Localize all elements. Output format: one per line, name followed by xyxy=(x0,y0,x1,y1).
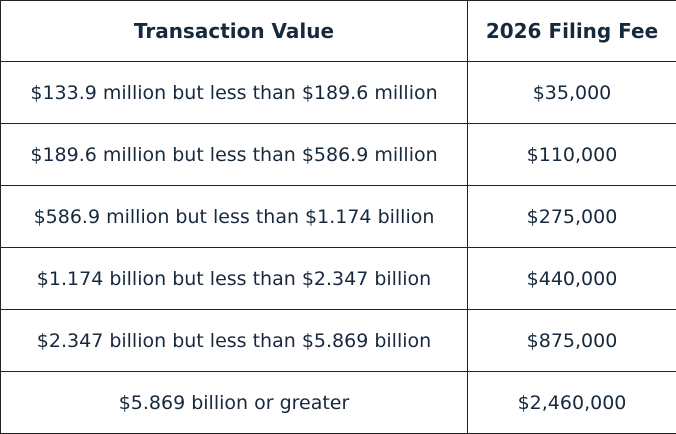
transaction-value: $1.174 billion but less than $2.347 bill… xyxy=(0,247,468,310)
table-row: $189.6 million but less than $586.9 mill… xyxy=(0,123,676,186)
filing-fee: $2,460,000 xyxy=(467,371,676,434)
transaction-value: $2.347 billion but less than $5.869 bill… xyxy=(0,309,468,372)
filing-fee: $110,000 xyxy=(467,123,676,186)
table-row: $1.174 billion but less than $2.347 bill… xyxy=(0,247,676,310)
table-row: $2.347 billion but less than $5.869 bill… xyxy=(0,309,676,372)
table-row: $133.9 million but less than $189.6 mill… xyxy=(0,61,676,124)
table-row: $586.9 million but less than $1.174 bill… xyxy=(0,185,676,248)
transaction-value: $133.9 million but less than $189.6 mill… xyxy=(0,61,468,124)
filing-fee: $440,000 xyxy=(467,247,676,310)
table-row: $5.869 billion or greater $2,460,000 xyxy=(0,371,676,434)
transaction-value: $5.869 billion or greater xyxy=(0,371,468,434)
transaction-value: $586.9 million but less than $1.174 bill… xyxy=(0,185,468,248)
filing-fee: $875,000 xyxy=(467,309,676,372)
filing-fee: $275,000 xyxy=(467,185,676,248)
header-cell: 2026 Filing Fee xyxy=(467,0,676,62)
transaction-value: $189.6 million but less than $586.9 mill… xyxy=(0,123,468,186)
header-row: Transaction Value 2026 Filing Fee xyxy=(0,0,676,62)
header-cell: Transaction Value xyxy=(0,0,468,62)
filing-fee: $35,000 xyxy=(467,61,676,124)
